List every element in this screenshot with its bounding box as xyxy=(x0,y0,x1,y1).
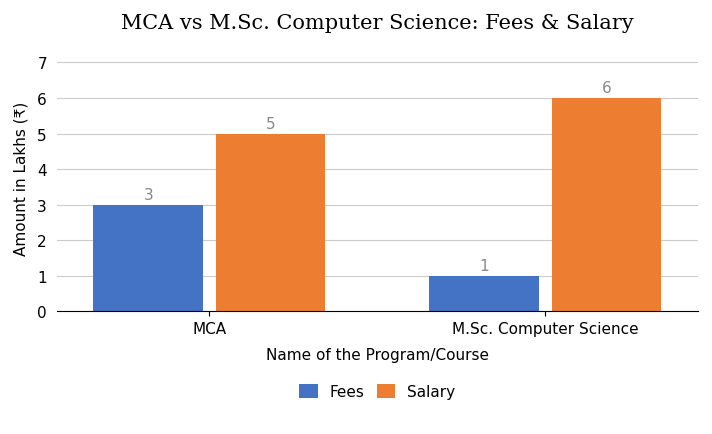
Text: 6: 6 xyxy=(602,81,612,96)
X-axis label: Name of the Program/Course: Name of the Program/Course xyxy=(266,348,489,362)
Legend: Fees, Salary: Fees, Salary xyxy=(293,378,461,405)
Bar xyxy=(216,134,325,312)
Bar xyxy=(93,205,204,312)
Bar xyxy=(552,99,661,312)
Y-axis label: Amount in Lakhs (₹): Amount in Lakhs (₹) xyxy=(14,102,29,256)
Title: MCA vs M.Sc. Computer Science: Fees & Salary: MCA vs M.Sc. Computer Science: Fees & Sa… xyxy=(121,14,634,33)
Text: 5: 5 xyxy=(266,116,276,132)
Text: 1: 1 xyxy=(479,259,489,273)
Bar xyxy=(429,276,539,312)
Text: 3: 3 xyxy=(143,187,153,202)
